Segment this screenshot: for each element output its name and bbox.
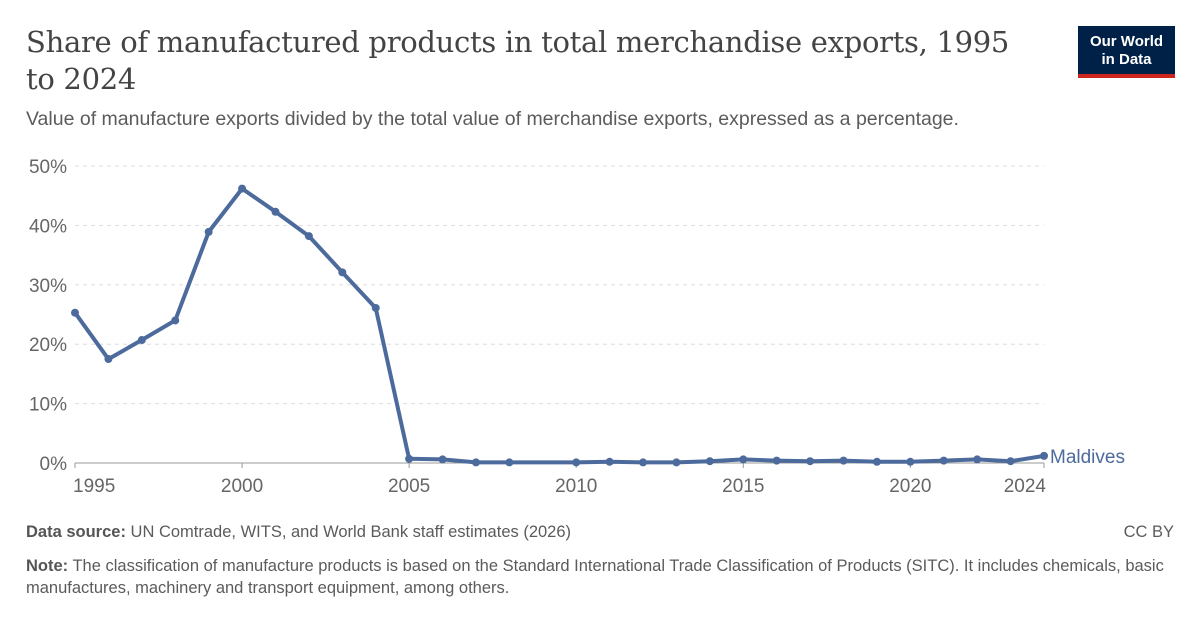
data-point[interactable] (772, 456, 781, 465)
data-point[interactable] (1040, 451, 1048, 460)
y-tick-label: 10% (29, 395, 67, 416)
data-point[interactable] (572, 458, 581, 467)
data-point[interactable] (471, 458, 480, 467)
y-tick-label: 20% (29, 335, 67, 356)
x-tick-label: 2024 (1004, 476, 1047, 497)
x-tick-label: 2020 (889, 476, 931, 497)
data-point[interactable] (639, 458, 648, 467)
logo-line-1: Our World (1089, 33, 1164, 50)
chart-note: Note: The classification of manufacture … (26, 555, 1176, 599)
x-tick-label: 2005 (388, 476, 430, 497)
y-tick-label: 50% (29, 157, 67, 178)
x-tick-label: 2010 (555, 476, 597, 497)
data-point[interactable] (137, 336, 146, 345)
chart-title: Share of manufactured products in total … (26, 25, 1010, 96)
data-point[interactable] (839, 456, 848, 465)
data-point[interactable] (672, 458, 681, 467)
data-point[interactable] (806, 457, 815, 466)
y-tick-label: 30% (29, 276, 67, 297)
data-source: Data source: UN Comtrade, WITS, and Worl… (26, 521, 1176, 543)
owid-logo[interactable]: Our World in Data (1078, 26, 1175, 78)
note-text: The classification of manufacture produc… (26, 557, 1164, 597)
grid-lines (75, 165, 1044, 464)
data-point[interactable] (405, 454, 414, 463)
chart-subtitle: Value of manufacture exports divided by … (26, 108, 959, 130)
y-tick-label: 0% (40, 454, 68, 475)
data-point[interactable] (739, 455, 748, 464)
data-point[interactable] (973, 455, 982, 464)
data-point[interactable] (1006, 457, 1015, 466)
data-point[interactable] (939, 456, 948, 465)
data-point[interactable] (304, 232, 313, 241)
data-point[interactable] (204, 227, 213, 236)
data-point[interactable] (71, 308, 79, 317)
note-label: Note: (26, 557, 69, 575)
data-source-label: Data source: (26, 523, 126, 541)
x-tick-label: 2000 (221, 476, 263, 497)
data-point[interactable] (171, 316, 180, 325)
y-tick-label: 40% (29, 216, 67, 237)
data-point[interactable] (338, 268, 347, 277)
data-point[interactable] (505, 458, 514, 467)
license-link[interactable]: CC BY (1123, 523, 1174, 541)
y-axis-ticks: 0% 10% 20% 30% 40% 50% (29, 157, 67, 475)
data-point[interactable] (271, 207, 280, 216)
x-tick-label: 1995 (73, 476, 115, 497)
data-source-text[interactable]: UN Comtrade, WITS, and World Bank staff … (130, 523, 572, 541)
data-point[interactable] (438, 455, 447, 464)
data-point[interactable] (605, 457, 614, 466)
data-point[interactable] (906, 457, 915, 466)
data-point[interactable] (238, 184, 247, 193)
logo-line-2: in Data (1101, 51, 1152, 68)
data-point[interactable] (104, 355, 113, 364)
data-point[interactable] (371, 303, 380, 312)
series-line[interactable] (73, 186, 1046, 465)
series-layer: Maldives (71, 184, 1125, 468)
series-label[interactable]: Maldives (1050, 447, 1125, 468)
x-axis-ticks: 1995 2000 2005 2010 2015 2020 2024 (73, 463, 1046, 497)
data-point[interactable] (705, 457, 714, 466)
data-point[interactable] (872, 457, 881, 466)
x-tick-label: 2015 (722, 476, 764, 497)
